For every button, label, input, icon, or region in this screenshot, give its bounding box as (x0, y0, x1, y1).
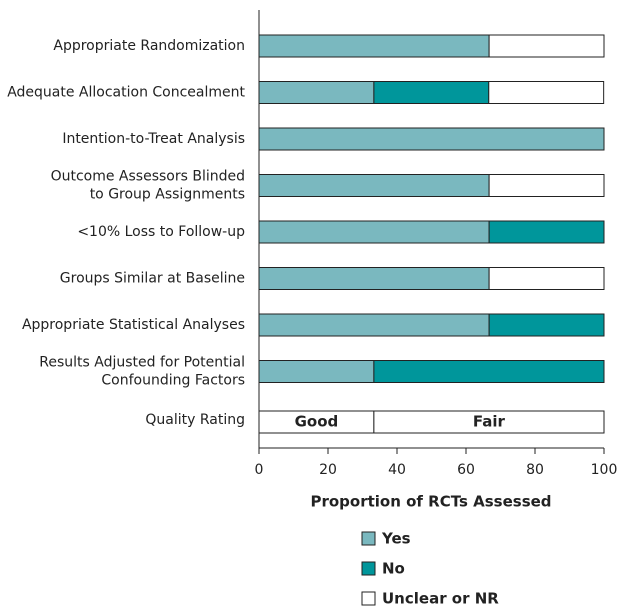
y-tick-label: Intention-to-Treat Analysis (62, 131, 245, 147)
y-tick-label: Results Adjusted for Potential (39, 355, 245, 371)
bar-segment (258, 174, 490, 197)
y-tick-label: Appropriate Randomization (53, 38, 245, 54)
bar-segment (488, 174, 605, 197)
bar-segment (258, 127, 605, 151)
bar-segment (373, 360, 605, 383)
legend-label: Yes (381, 530, 411, 548)
bar-segment (258, 313, 490, 337)
y-tick-label: Adequate Allocation Concealment (7, 85, 245, 101)
legend-label: Unclear or NR (382, 590, 499, 607)
bar-segment (258, 220, 490, 244)
y-tick-label: Quality Rating (145, 412, 245, 428)
bar-segment (488, 313, 605, 337)
y-tick-label: <10% Loss to Follow-up (77, 224, 245, 240)
legend-swatch (361, 591, 376, 606)
x-axis-title: Proportion of RCTs Assessed (310, 493, 551, 511)
y-tick-label: to Group Assignments (90, 187, 245, 203)
x-tick-label: 20 (319, 462, 337, 478)
legend-label: No (382, 560, 405, 578)
y-tick-label: Groups Similar at Baseline (60, 271, 245, 287)
bar-segment (258, 360, 375, 383)
bar-segment (258, 34, 490, 58)
bar-segment (488, 34, 605, 58)
x-tick-label: 60 (457, 462, 475, 478)
bar-segment (258, 267, 490, 290)
quality-label: Fair (473, 413, 506, 431)
x-tick-label: 40 (388, 462, 406, 478)
bar-segment (258, 81, 375, 104)
x-tick-label: 0 (255, 462, 264, 478)
y-tick-label: Outcome Assessors Blinded (51, 169, 245, 185)
x-tick-label: 80 (526, 462, 544, 478)
bar-segment (488, 267, 605, 290)
bar-segment (373, 81, 490, 104)
quality-label: Good (295, 413, 339, 431)
y-tick-label: Confounding Factors (101, 373, 245, 389)
y-tick-label: Appropriate Statistical Analyses (22, 317, 245, 333)
legend-swatch (361, 561, 376, 576)
bar-segment (488, 81, 605, 104)
legend-swatch (361, 531, 376, 546)
x-tick-label: 100 (591, 462, 618, 478)
bar-segment (488, 220, 605, 244)
quality-segment (373, 410, 605, 434)
